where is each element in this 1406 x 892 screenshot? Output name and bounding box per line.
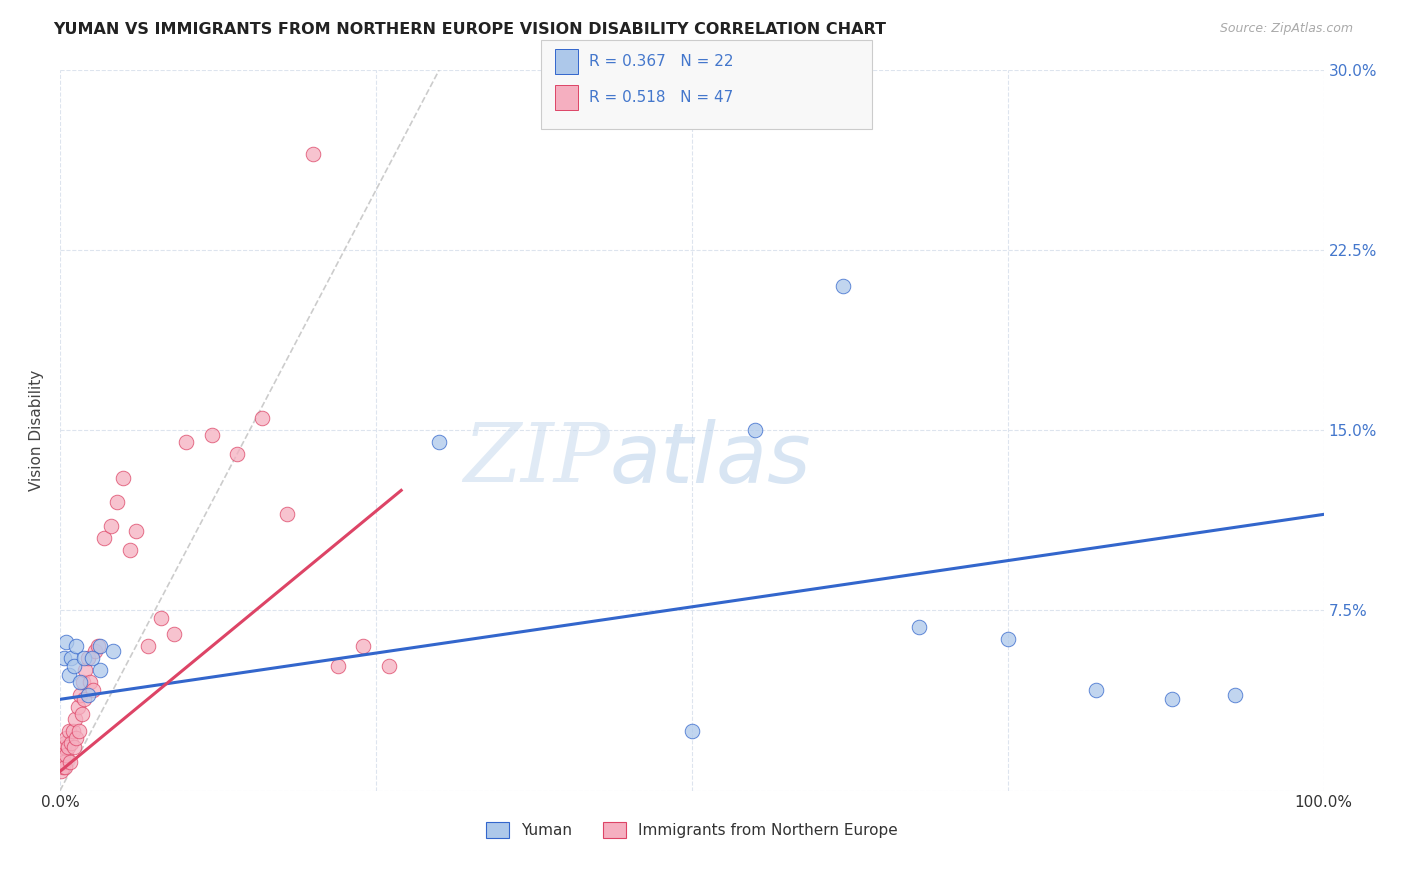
Point [82,682,104,697]
Point [52,651,75,665]
Point [301,147,323,161]
Point [250,411,273,425]
Point [1223,688,1246,702]
Text: R = 0.367   N = 22: R = 0.367 N = 22 [589,54,734,69]
Text: atlas: atlas [610,418,811,500]
Point [105,495,128,509]
Point [76,688,98,702]
Point [75,664,97,678]
Point [118,543,141,558]
Point [79,675,101,690]
Point [1085,682,1108,697]
Point [60,651,83,665]
Point [832,279,855,293]
Point [52,755,75,769]
Point [226,447,249,461]
Point [87,640,110,654]
Point [66,699,89,714]
Text: R = 0.518   N = 47: R = 0.518 N = 47 [589,90,734,104]
Point [427,435,450,450]
Point [176,435,198,450]
Text: ZIP: ZIP [463,419,610,500]
Point [56,740,79,755]
Point [52,740,75,755]
Point [150,610,173,624]
Point [53,735,76,749]
Text: Source: ZipAtlas.com: Source: ZipAtlas.com [1219,22,1353,36]
Text: YUMAN VS IMMIGRANTS FROM NORTHERN EUROPE VISION DISABILITY CORRELATION CHART: YUMAN VS IMMIGRANTS FROM NORTHERN EUROPE… [53,22,886,37]
Point [326,658,349,673]
Point [101,644,124,658]
Point [89,640,111,654]
Point [80,651,103,665]
Point [67,723,90,738]
Point [63,712,86,726]
Point [73,651,96,665]
Point [1161,692,1184,706]
Point [93,532,115,546]
Point [69,675,91,690]
Point [76,651,98,665]
Point [58,668,80,682]
Point [62,723,84,738]
Legend: Yuman, Immigrants from Northern Europe: Yuman, Immigrants from Northern Europe [479,816,904,844]
Point [125,524,148,539]
Point [70,706,93,721]
Y-axis label: Vision Disability: Vision Disability [30,369,44,491]
Point [55,747,77,762]
Point [63,658,86,673]
Point [53,759,76,773]
Point [58,723,80,738]
Point [681,723,703,738]
Point [51,764,73,779]
Point [65,640,87,654]
Point [908,620,931,634]
Point [55,634,77,648]
Point [69,688,91,702]
Point [377,658,399,673]
Point [997,632,1019,647]
Point [59,755,82,769]
Point [201,428,224,442]
Point [73,692,96,706]
Point [51,747,73,762]
Point [138,640,160,654]
Point [65,731,87,745]
Point [100,519,122,533]
Point [84,644,107,658]
Point [744,423,766,437]
Point [352,640,374,654]
Point [163,627,186,641]
Point [276,508,298,522]
Point [72,675,94,690]
Point [63,740,86,755]
Point [112,471,135,485]
Point [51,759,73,773]
Point [55,731,77,745]
Point [60,735,83,749]
Point [89,664,111,678]
